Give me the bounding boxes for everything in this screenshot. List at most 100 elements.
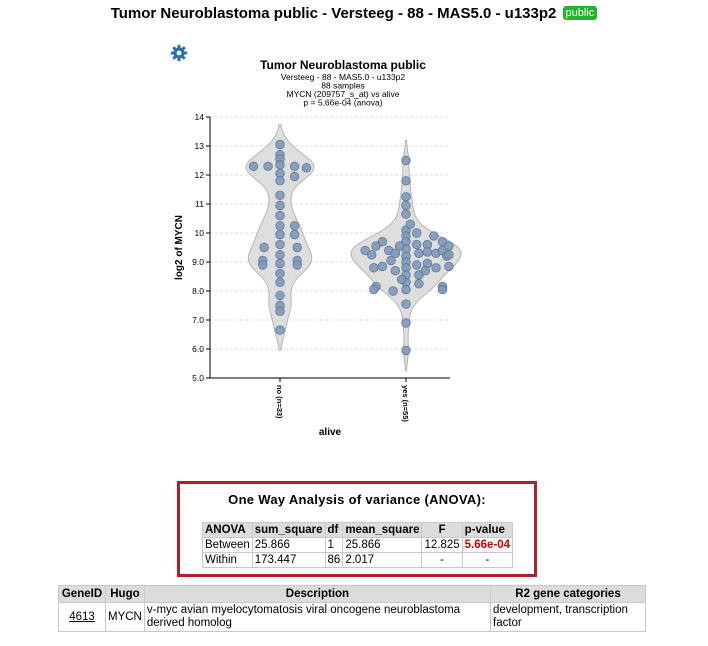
- data-point: [412, 239, 422, 250]
- data-point: [369, 284, 379, 295]
- data-point: [390, 265, 401, 276]
- data-point: [275, 268, 285, 279]
- data-point: [275, 139, 285, 150]
- data-point: [371, 241, 381, 251]
- gene-col-header: Hugo: [105, 585, 145, 603]
- data-point: [401, 200, 411, 211]
- data-point: [444, 250, 454, 260]
- data-point: [386, 255, 396, 266]
- anova-cell: Between: [202, 537, 253, 553]
- y-tick-label: 7.0: [192, 315, 204, 325]
- anova-cell: Within: [202, 552, 253, 568]
- data-point: [275, 176, 285, 186]
- data-point: [275, 160, 285, 170]
- data-point: [275, 290, 285, 301]
- x-tick-label: yes (n=55): [401, 385, 410, 422]
- gene-header-row: GeneID Hugo Description R2 gene categori…: [58, 585, 646, 603]
- data-point: [405, 219, 415, 230]
- data-point: [396, 274, 407, 285]
- data-point: [401, 209, 411, 219]
- data-point: [275, 325, 285, 335]
- data-point: [431, 263, 441, 273]
- anova-col-header: df: [324, 522, 344, 538]
- y-tick-label: 10: [195, 228, 205, 238]
- data-point: [390, 248, 401, 259]
- data-point: [275, 239, 285, 250]
- data-point: [275, 221, 285, 231]
- y-tick-label: 5.0: [192, 373, 204, 383]
- anova-cell: 173.447: [251, 552, 326, 568]
- anova-header-row: ANOVA sum_square df mean_square F p-valu…: [202, 522, 514, 538]
- data-point: [414, 279, 424, 289]
- anova-cell: 2.017: [342, 552, 423, 568]
- page-title-text: Tumor Neuroblastoma public - Versteeg - …: [110, 5, 557, 22]
- anova-table: ANOVA sum_square df mean_square F p-valu…: [202, 522, 514, 568]
- anova-panel: One Way Analysis of variance (ANOVA): AN…: [177, 481, 537, 577]
- data-point: [437, 284, 448, 295]
- gene-col-header: Description: [143, 585, 492, 603]
- anova-cell: 1: [324, 537, 344, 553]
- data-point: [275, 229, 285, 240]
- anova-col-header: mean_square: [342, 522, 423, 538]
- gene-table: GeneID Hugo Description R2 gene categori…: [58, 585, 646, 632]
- data-point: [289, 161, 300, 172]
- data-point: [369, 263, 379, 273]
- data-point: [420, 265, 431, 276]
- chart-subtitle-line: Versteeg - 88 - MAS5.0 - u133p2: [281, 72, 406, 82]
- data-point: [292, 242, 302, 253]
- data-point: [388, 286, 398, 296]
- data-point: [360, 245, 370, 256]
- data-point: [401, 192, 411, 202]
- chart-subtitle-line: MYCN (209757_s_at) vs alive: [287, 89, 400, 99]
- anova-cell: 86: [324, 552, 344, 568]
- data-point: [263, 161, 273, 172]
- chart-title: Tumor Neuroblastoma public: [260, 58, 426, 72]
- x-tick-label: no (n=33): [275, 385, 284, 419]
- data-point: [289, 221, 300, 231]
- anova-col-header: ANOVA: [202, 522, 253, 538]
- data-point: [401, 318, 411, 328]
- gene-col-header: GeneID: [58, 585, 106, 603]
- gene-col-header: R2 gene categories: [490, 585, 646, 603]
- anova-pvalue: 5.66e-04: [461, 537, 514, 553]
- data-point: [289, 171, 300, 182]
- gene-description-cell: v-myc avian myelocytomatosis viral oncog…: [143, 602, 492, 632]
- data-point: [429, 231, 439, 241]
- data-point: [275, 250, 285, 260]
- y-tick-label: 8.0: [192, 286, 204, 296]
- anova-cell: 12.825: [421, 537, 463, 553]
- gene-id-link[interactable]: 4613: [69, 610, 95, 623]
- x-axis-label: alive: [319, 427, 342, 438]
- table-row: 4613 MYCN v-myc avian myelocytomatosis v…: [58, 602, 646, 632]
- data-point: [401, 299, 411, 309]
- gene-categories-cell: development, transcription factor: [490, 602, 646, 632]
- anova-col-header: p-value: [461, 522, 514, 538]
- anova-row-within: Within 173.447 86 2.017 - -: [202, 552, 514, 568]
- y-axis-label: log2 of MYCN: [174, 215, 185, 280]
- anova-cell: 25.866: [342, 537, 423, 553]
- data-point: [422, 247, 433, 257]
- gear-icon[interactable]: [170, 44, 188, 67]
- data-point: [412, 260, 422, 270]
- anova-row-between: Between 25.866 1 25.866 12.825 5.66e-04: [202, 537, 514, 553]
- data-point: [301, 163, 312, 173]
- y-tick-label: 13: [195, 141, 205, 151]
- data-point: [444, 241, 454, 251]
- y-tick-label: 12: [195, 170, 205, 180]
- data-point: [289, 229, 300, 240]
- data-point: [275, 306, 285, 316]
- anova-title: One Way Analysis of variance (ANOVA):: [228, 492, 486, 507]
- data-point: [414, 248, 424, 259]
- anova-cell: -: [461, 552, 514, 568]
- gene-id-cell: 4613: [58, 602, 106, 632]
- data-point: [292, 260, 302, 270]
- public-badge: public: [562, 6, 598, 20]
- data-point: [377, 236, 388, 247]
- data-point: [259, 242, 269, 253]
- y-tick-label: 6.0: [192, 344, 204, 354]
- data-point: [401, 176, 411, 186]
- anova-col-header: F: [421, 522, 463, 538]
- anova-cell: 25.866: [251, 537, 326, 553]
- gene-hugo-cell: MYCN: [105, 602, 145, 632]
